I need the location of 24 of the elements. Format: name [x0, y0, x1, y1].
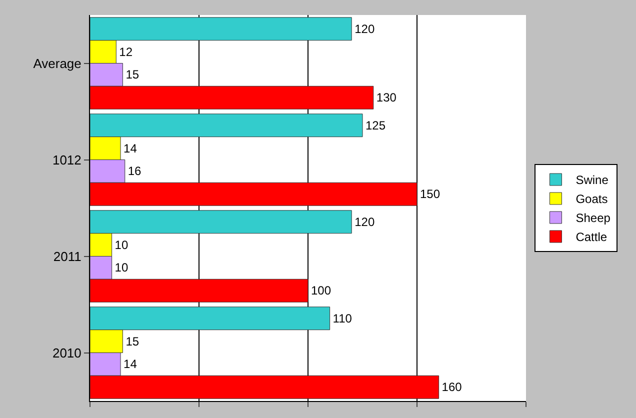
data-label: 110 — [332, 311, 352, 326]
legend-label: Swine — [576, 173, 609, 188]
data-label: 120 — [354, 22, 375, 36]
data-label: 120 — [354, 214, 375, 229]
legend-label: Cattle — [576, 230, 608, 244]
legend-label: Goats — [576, 192, 608, 206]
data-label: 150 — [420, 187, 440, 202]
data-label: 14 — [124, 141, 138, 156]
data-label: 100 — [311, 284, 332, 298]
y-tick-label: Average — [33, 56, 82, 71]
legend-label: Sheep — [576, 211, 611, 226]
y-tick-label: 2010 — [52, 345, 82, 360]
data-label: 160 — [442, 380, 462, 394]
data-label: 15 — [126, 334, 140, 348]
y-tick-label: 1012 — [52, 152, 82, 168]
data-label: 130 — [376, 90, 397, 105]
data-label: 15 — [126, 68, 140, 82]
data-label: 10 — [114, 238, 128, 252]
y-tick-label: 2011 — [53, 248, 82, 264]
data-label: 12 — [119, 44, 133, 59]
data-label: 14 — [124, 357, 138, 372]
data-label: 16 — [128, 164, 142, 178]
data-label: 10 — [114, 260, 128, 275]
data-label: 125 — [366, 118, 386, 132]
